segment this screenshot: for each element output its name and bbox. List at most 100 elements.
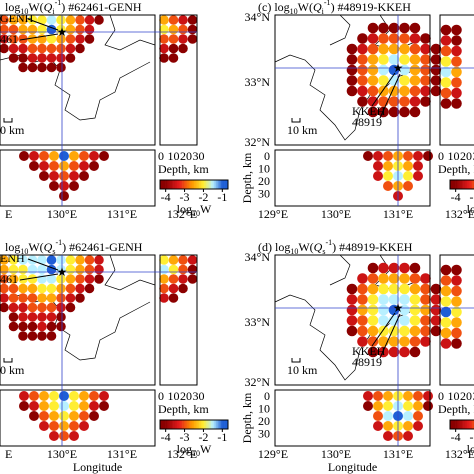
- colorbar-frame: [449, 419, 474, 430]
- cell-dot: [65, 53, 76, 63]
- colorbar-cell: [200, 420, 203, 429]
- cell-dot: [451, 45, 462, 57]
- cell-dot: [65, 283, 76, 294]
- strip-frame: [159, 254, 198, 386]
- station-arrow: [371, 312, 396, 347]
- cell-dot: [451, 306, 462, 318]
- cell-dot: [413, 151, 423, 161]
- cell-dot: [39, 151, 49, 161]
- cell-dot: [420, 325, 431, 337]
- cell-dot: [367, 64, 379, 76]
- cell-dot: [159, 15, 169, 25]
- colorbar-cell: [183, 420, 186, 429]
- cell-dot: [367, 96, 379, 107]
- cell-dot: [37, 293, 47, 303]
- cell-dot: [178, 274, 188, 284]
- cell-dot: [168, 15, 179, 25]
- cell-dot: [84, 24, 95, 35]
- panel-title-part: 10: [20, 7, 28, 16]
- cell-dot: [65, 274, 76, 284]
- scale-label: 10 km: [287, 123, 318, 137]
- colorbar-cell: [166, 420, 169, 429]
- colorbar-cell: [221, 420, 224, 429]
- cell-dot: [49, 151, 59, 161]
- cell-dot: [79, 421, 89, 431]
- cell-dot: [37, 53, 47, 63]
- cell-dot: [84, 255, 95, 265]
- panel-title-part: Q: [44, 0, 53, 14]
- cell-dot: [178, 15, 188, 25]
- cell-dot: [378, 43, 389, 55]
- panel-title-part: s: [322, 247, 325, 256]
- cell-dot: [346, 294, 358, 305]
- cell-dot: [403, 161, 413, 171]
- station-star: ★: [57, 265, 68, 279]
- cell-dot: [367, 43, 379, 55]
- cell-dot: [159, 43, 169, 54]
- panel-title-part: -1: [324, 0, 331, 7]
- colorbar-cell: [468, 420, 471, 429]
- cell-dot: [89, 151, 99, 161]
- colorbar-label: log10W: [177, 442, 212, 459]
- cell-dot: [79, 391, 89, 401]
- cell-dot: [373, 161, 383, 171]
- cell-dot: [65, 34, 76, 44]
- cell-dot: [357, 283, 368, 295]
- cell-dot: [403, 171, 413, 181]
- cell-dot: [413, 421, 423, 431]
- cell-dot: [440, 264, 452, 276]
- colorbar-cell: [463, 420, 466, 429]
- cell-dot: [69, 411, 79, 421]
- cell-dot: [383, 421, 393, 431]
- cell-dot: [346, 75, 358, 86]
- colorbar-cell: [188, 180, 191, 189]
- cell-dot: [46, 312, 57, 322]
- cell-dot: [420, 43, 431, 55]
- colorbar-label-part: log: [467, 202, 474, 216]
- cell-dot: [75, 24, 85, 35]
- x-tick-label: 131°E: [107, 207, 137, 221]
- cell-dot: [18, 321, 28, 332]
- cell-dot: [403, 421, 413, 431]
- cell-dot: [378, 262, 389, 274]
- cell-dot: [46, 274, 57, 284]
- cell-dot: [56, 283, 66, 294]
- cell-dot: [56, 302, 66, 313]
- station-arrow: [371, 72, 396, 107]
- panel-title-part: W(: [298, 0, 313, 14]
- colorbar-cell: [211, 420, 213, 429]
- cell-dot: [357, 325, 368, 337]
- scale-label: 0 km: [0, 363, 25, 377]
- cell-dot: [388, 54, 400, 65]
- cell-dot: [27, 283, 38, 294]
- cell-dot: [388, 304, 400, 316]
- cell-dot: [178, 255, 188, 265]
- colorbar-tick-label: -3: [470, 430, 474, 444]
- strip-axis-label: Depth, km: [158, 162, 209, 176]
- cell-dot: [59, 421, 69, 431]
- strip-tick-label: 20: [180, 149, 192, 163]
- cell-dot: [440, 296, 452, 307]
- cell-dot: [27, 274, 38, 284]
- cell-dot: [440, 317, 452, 328]
- cell-dot: [367, 294, 379, 305]
- depth-frame: [0, 389, 156, 447]
- cell-dot: [399, 64, 410, 76]
- cell-dot: [440, 56, 452, 67]
- colorbar-cell: [168, 180, 171, 189]
- x-tick-label: 130°E: [47, 207, 77, 221]
- panel-title-part: -1: [325, 238, 332, 247]
- colorbar-frame: [159, 419, 229, 430]
- cell-dot: [65, 43, 76, 54]
- cell-dot: [430, 43, 442, 55]
- cell-dot: [94, 15, 104, 25]
- cell-dot: [409, 85, 421, 97]
- cell-dot: [383, 151, 393, 161]
- cell-dot: [373, 411, 383, 421]
- colorbar-cell: [183, 180, 186, 189]
- cell-dot: [49, 401, 59, 411]
- cell-dot: [8, 302, 19, 313]
- colorbar-tick-label: -1: [217, 430, 227, 444]
- strip-tick-label: 10: [168, 149, 180, 163]
- cell-dot: [27, 62, 38, 73]
